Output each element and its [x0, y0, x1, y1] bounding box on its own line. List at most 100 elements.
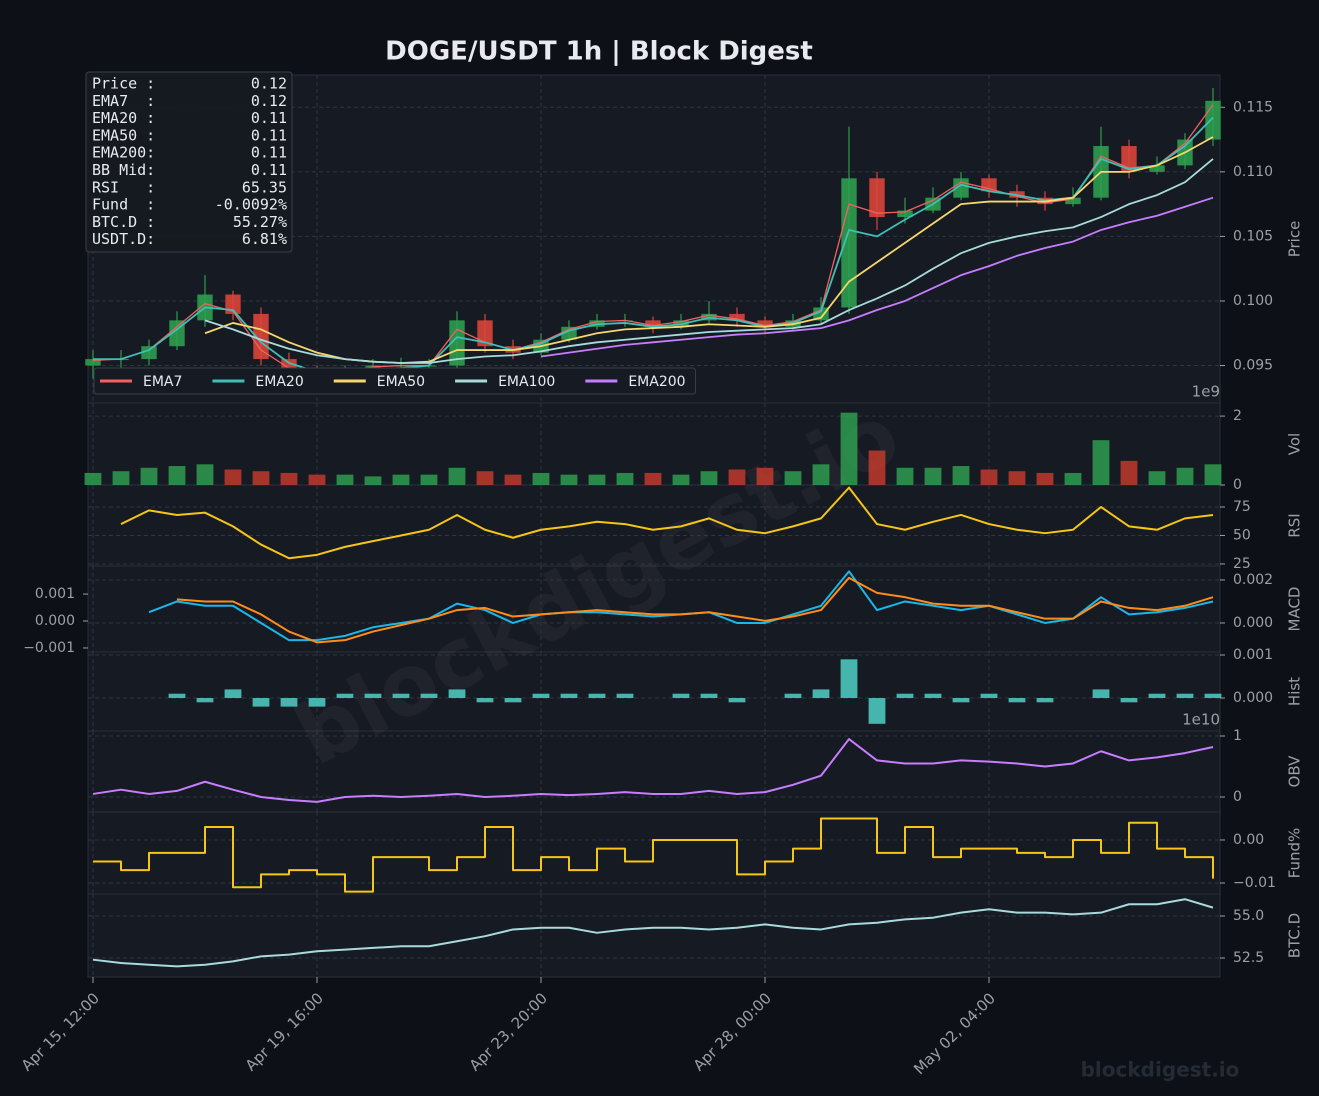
- bar: [756, 467, 774, 485]
- series-line: [176, 576, 1214, 644]
- info-value: 0.11: [251, 161, 287, 179]
- bar: [140, 467, 158, 485]
- chart-title: DOGE/USDT 1h | Block Digest: [385, 37, 813, 67]
- bar: [308, 698, 326, 707]
- info-box: [85, 71, 293, 253]
- candle-body: [897, 210, 913, 218]
- bar: [196, 698, 214, 703]
- legend-label: EMA20: [255, 374, 303, 390]
- bar: [812, 689, 830, 699]
- series-line: [93, 116, 1214, 375]
- info-value: 55.27%: [233, 213, 287, 231]
- y-tick-label: 0.00: [1233, 832, 1264, 848]
- bar: [392, 474, 410, 485]
- legend-label: EMA50: [377, 374, 425, 390]
- bar: [840, 412, 858, 485]
- bar: [896, 693, 914, 699]
- bar: [812, 464, 830, 485]
- bar: [1204, 693, 1222, 699]
- series-line: [92, 738, 1214, 803]
- bar: [784, 693, 802, 699]
- y-tick-label: 0.110: [1233, 164, 1273, 180]
- panel-background: [87, 565, 1221, 653]
- candle-body: [1149, 165, 1165, 172]
- bar: [728, 469, 746, 485]
- candle-body: [813, 307, 829, 321]
- bar: [1008, 698, 1026, 703]
- bar: [1176, 693, 1194, 699]
- bar: [896, 467, 914, 485]
- bar: [1092, 689, 1110, 699]
- info-value: -0.0092%: [215, 196, 287, 214]
- bar: [196, 464, 214, 485]
- bar: [1092, 440, 1110, 485]
- series-line: [204, 158, 1214, 364]
- info-value: 0.11: [251, 126, 287, 144]
- bar: [588, 693, 606, 699]
- info-value: 0.12: [251, 75, 287, 93]
- y-tick-label: 0.100: [1233, 293, 1273, 309]
- y-tick-label: 0.002: [1233, 572, 1273, 588]
- bar: [392, 693, 410, 699]
- bar: [112, 471, 130, 485]
- panel-background: [87, 402, 1221, 486]
- info-value: 6.81%: [242, 230, 287, 248]
- y-tick-label: 0: [1233, 477, 1242, 493]
- bar: [840, 659, 858, 699]
- info-value: 65.35: [242, 178, 287, 196]
- candle-body: [841, 178, 857, 308]
- y-axis-label: RSI: [1286, 513, 1304, 537]
- info-value: 0.11: [251, 109, 287, 127]
- info-label: EMA7 :: [92, 92, 155, 110]
- info-label: Price :: [92, 75, 155, 93]
- offset-label: 1e9: [1192, 383, 1220, 401]
- bar: [364, 693, 382, 699]
- bar: [868, 698, 886, 724]
- y-tick-label: 0.001: [1233, 647, 1273, 663]
- series-line: [93, 817, 1214, 893]
- y-tick-label: 75: [1233, 499, 1251, 515]
- bar: [168, 693, 186, 699]
- bar: [924, 693, 942, 699]
- bar: [476, 471, 494, 485]
- series-line: [120, 486, 1214, 560]
- info-label: EMA200:: [92, 144, 155, 162]
- bar: [616, 472, 634, 485]
- bar: [448, 689, 466, 699]
- bar: [336, 474, 354, 485]
- bar: [364, 476, 382, 485]
- bar: [672, 693, 690, 699]
- bar: [1008, 471, 1026, 485]
- y-tick-label: 0: [1233, 789, 1242, 805]
- bar: [952, 466, 970, 485]
- bar: [336, 693, 354, 699]
- y-tick-label: −0.01: [1233, 875, 1276, 891]
- y-tick-label: 2: [1233, 408, 1242, 424]
- series-line: [92, 104, 1214, 377]
- legend-label: EMA100: [498, 374, 555, 390]
- y-tick-label: 25: [1233, 556, 1251, 572]
- bar: [784, 471, 802, 485]
- bar: [420, 474, 438, 485]
- bar: [532, 472, 550, 485]
- bar: [224, 469, 242, 485]
- bar: [420, 693, 438, 699]
- info-value: 0.11: [251, 144, 287, 162]
- info-label: BB Mid:: [92, 161, 155, 179]
- bar: [980, 469, 998, 485]
- y-tick-label: 52.5: [1233, 950, 1264, 966]
- y-axis-label: Hist: [1286, 677, 1304, 706]
- y-axis-label: Fund%: [1286, 828, 1304, 879]
- bar: [168, 466, 186, 485]
- panel-background: [87, 651, 1221, 732]
- bar: [588, 474, 606, 485]
- info-value: 0.12: [251, 92, 287, 110]
- bar: [616, 693, 634, 699]
- candle-body: [253, 313, 269, 360]
- bar: [448, 467, 466, 485]
- bar: [532, 693, 550, 699]
- bar: [224, 689, 242, 699]
- candle-body: [1065, 197, 1081, 205]
